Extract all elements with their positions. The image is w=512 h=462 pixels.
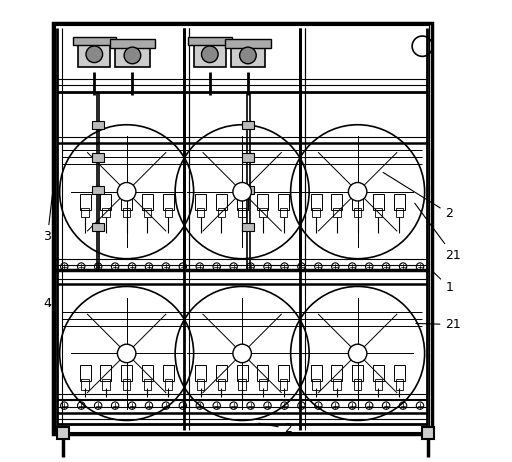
Bar <box>394 365 405 381</box>
Bar <box>100 365 112 381</box>
Bar <box>195 365 206 381</box>
Bar <box>79 194 91 210</box>
Bar <box>164 208 172 217</box>
Bar <box>102 208 110 217</box>
Bar <box>375 379 382 390</box>
Bar <box>333 208 340 217</box>
Bar <box>375 208 382 217</box>
Bar <box>242 153 254 162</box>
Bar <box>312 208 320 217</box>
Bar <box>57 427 69 439</box>
Bar <box>312 379 320 390</box>
Bar <box>144 208 151 217</box>
Text: 3: 3 <box>44 195 52 243</box>
Bar <box>354 379 361 390</box>
Bar <box>197 208 204 217</box>
Bar <box>81 379 89 390</box>
Text: 21: 21 <box>416 318 461 331</box>
Bar <box>331 365 343 381</box>
Bar <box>259 208 267 217</box>
Bar <box>144 379 151 390</box>
Text: 4: 4 <box>44 297 51 310</box>
Bar <box>258 194 268 210</box>
Bar <box>422 427 434 439</box>
Bar <box>242 186 254 194</box>
Bar <box>216 194 227 210</box>
Bar <box>310 365 322 381</box>
Bar <box>81 208 89 217</box>
Bar <box>102 379 110 390</box>
Bar <box>280 379 287 390</box>
Bar <box>237 365 248 381</box>
Bar <box>79 365 91 381</box>
Bar <box>188 37 231 45</box>
Bar <box>163 194 174 210</box>
Bar <box>242 121 254 129</box>
Bar <box>142 365 153 381</box>
Bar <box>354 208 361 217</box>
Bar <box>333 379 340 390</box>
Bar <box>121 194 132 210</box>
Bar <box>225 39 271 48</box>
Bar <box>331 194 343 210</box>
Bar <box>197 379 204 390</box>
Bar <box>394 194 405 210</box>
Bar <box>310 194 322 210</box>
Bar <box>164 379 172 390</box>
Bar <box>242 223 254 231</box>
Bar <box>115 44 150 67</box>
Bar <box>373 194 384 210</box>
Bar <box>123 208 131 217</box>
Circle shape <box>117 182 136 201</box>
Bar <box>123 379 131 390</box>
Bar <box>230 44 265 67</box>
Bar <box>239 379 246 390</box>
Text: 2: 2 <box>383 172 453 220</box>
Bar <box>194 42 226 67</box>
Circle shape <box>233 182 251 201</box>
Bar <box>78 42 111 67</box>
Bar <box>100 194 112 210</box>
Bar <box>142 194 153 210</box>
Bar <box>352 194 363 210</box>
Bar <box>110 39 155 48</box>
Bar <box>73 37 116 45</box>
Bar <box>218 379 225 390</box>
Bar <box>373 365 384 381</box>
Bar <box>237 194 248 210</box>
Text: 21: 21 <box>415 203 461 261</box>
Bar <box>92 153 104 162</box>
Bar <box>280 208 287 217</box>
Bar <box>278 194 289 210</box>
Bar <box>259 379 267 390</box>
Circle shape <box>233 344 251 363</box>
Text: 2: 2 <box>259 422 292 435</box>
Bar <box>92 121 104 129</box>
Circle shape <box>117 344 136 363</box>
Bar <box>92 223 104 231</box>
Circle shape <box>240 47 256 64</box>
Bar <box>55 25 429 432</box>
Bar <box>258 365 268 381</box>
Circle shape <box>348 182 367 201</box>
Bar <box>53 23 432 434</box>
Circle shape <box>202 46 218 62</box>
Bar <box>352 365 363 381</box>
Circle shape <box>86 46 102 62</box>
Bar <box>396 379 403 390</box>
Text: 1: 1 <box>434 272 453 294</box>
Bar <box>216 365 227 381</box>
Bar <box>195 194 206 210</box>
Bar <box>239 208 246 217</box>
Bar <box>163 365 174 381</box>
Bar <box>218 208 225 217</box>
Bar <box>396 208 403 217</box>
Bar <box>92 186 104 194</box>
Bar <box>121 365 132 381</box>
Circle shape <box>124 47 141 64</box>
Circle shape <box>348 344 367 363</box>
Bar <box>278 365 289 381</box>
